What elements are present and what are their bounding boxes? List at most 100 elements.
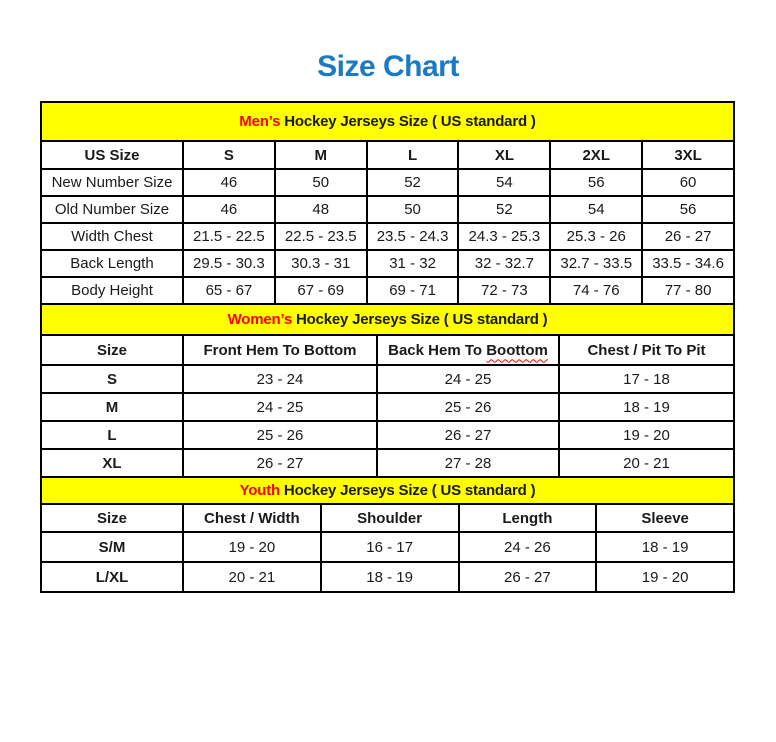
header-row: Size Front Hem To Bottom Back Hem To Boo… <box>40 334 735 366</box>
row-label: XL <box>40 448 184 478</box>
column-header: 3XL <box>641 140 735 170</box>
size-value-cell: 52 <box>457 195 552 224</box>
column-header: Back Hem To Boottom <box>376 334 560 366</box>
column-header: Chest / Width <box>182 503 322 533</box>
size-value-cell: 46 <box>182 195 276 224</box>
row-label: L/XL <box>40 561 184 593</box>
column-header: S <box>182 140 276 170</box>
column-header: XL <box>457 140 552 170</box>
size-value-cell: 69 - 71 <box>365 276 460 305</box>
size-value-cell: 30.3 - 31 <box>273 249 368 278</box>
column-header: Size <box>40 334 184 366</box>
table-row: Back Length 29.5 - 30.3 30.3 - 31 31 - 3… <box>40 249 735 278</box>
column-header: Chest / Pit To Pit <box>558 334 735 366</box>
row-label: Width Chest <box>40 222 184 251</box>
size-value-cell: 16 - 17 <box>319 531 460 563</box>
table-row: Old Number Size 46 48 50 52 54 56 <box>40 195 735 224</box>
column-header: Front Hem To Bottom <box>182 334 378 366</box>
table-row: L 25 - 26 26 - 27 19 - 20 <box>40 420 735 450</box>
womens-size-table: Women’s Hockey Jerseys Size ( US standar… <box>40 303 735 478</box>
section-banner-row: Youth Hockey Jerseys Size ( US standard … <box>40 476 735 505</box>
size-value-cell: 60 <box>641 168 735 197</box>
size-value-cell: 26 - 27 <box>182 448 378 478</box>
size-value-cell: 52 <box>365 168 460 197</box>
size-value-cell: 26 - 27 <box>641 222 735 251</box>
column-header: Sleeve <box>595 503 735 533</box>
size-value-cell: 18 - 19 <box>319 561 460 593</box>
size-value-cell: 32 - 32.7 <box>457 249 552 278</box>
column-header: 2XL <box>549 140 644 170</box>
size-value-cell: 23 - 24 <box>182 364 378 394</box>
size-value-cell: 21.5 - 22.5 <box>182 222 276 251</box>
youth-size-table: Youth Hockey Jerseys Size ( US standard … <box>40 476 735 593</box>
row-label: Back Length <box>40 249 184 278</box>
size-value-cell: 56 <box>641 195 735 224</box>
column-header: L <box>365 140 460 170</box>
table-row: L/XL 20 - 21 18 - 19 26 - 27 19 - 20 <box>40 561 735 593</box>
size-value-cell: 20 - 21 <box>558 448 735 478</box>
row-label: S/M <box>40 531 184 563</box>
size-value-cell: 56 <box>549 168 644 197</box>
section-banner-row: Men’s Hockey Jerseys Size ( US standard … <box>40 101 735 142</box>
banner-rest-text: Hockey Jerseys Size ( US standard ) <box>279 482 536 499</box>
table-row: New Number Size 46 50 52 54 56 60 <box>40 168 735 197</box>
womens-section-banner: Women’s Hockey Jerseys Size ( US standar… <box>40 303 735 336</box>
banner-rest-text: Hockey Jerseys Size ( US standard ) <box>292 311 548 328</box>
mens-section-banner: Men’s Hockey Jerseys Size ( US standard … <box>40 101 735 142</box>
size-value-cell: 19 - 20 <box>558 420 735 450</box>
table-row: S/M 19 - 20 16 - 17 24 - 26 18 - 19 <box>40 531 735 563</box>
row-label: M <box>40 392 184 422</box>
size-value-cell: 22.5 - 23.5 <box>273 222 368 251</box>
column-header: M <box>273 140 368 170</box>
size-value-cell: 23.5 - 24.3 <box>365 222 460 251</box>
row-label: New Number Size <box>40 168 184 197</box>
size-value-cell: 24 - 25 <box>376 364 560 394</box>
table-row: S 23 - 24 24 - 25 17 - 18 <box>40 364 735 394</box>
size-value-cell: 20 - 21 <box>182 561 322 593</box>
section-banner-row: Women’s Hockey Jerseys Size ( US standar… <box>40 303 735 336</box>
size-value-cell: 25 - 26 <box>182 420 378 450</box>
column-header: Shoulder <box>319 503 460 533</box>
size-value-cell: 19 - 20 <box>595 561 735 593</box>
column-header: Size <box>40 503 184 533</box>
row-label: Body Height <box>40 276 184 305</box>
size-value-cell: 24 - 26 <box>457 531 598 563</box>
size-value-cell: 17 - 18 <box>558 364 735 394</box>
size-value-cell: 54 <box>457 168 552 197</box>
size-value-cell: 31 - 32 <box>365 249 460 278</box>
row-label: Old Number Size <box>40 195 184 224</box>
banner-highlight-text: Men’s <box>239 113 281 130</box>
size-value-cell: 72 - 73 <box>457 276 552 305</box>
size-chart: Men’s Hockey Jerseys Size ( US standard … <box>40 101 735 593</box>
table-row: M 24 - 25 25 - 26 18 - 19 <box>40 392 735 422</box>
size-value-cell: 18 - 19 <box>595 531 735 563</box>
size-value-cell: 18 - 19 <box>558 392 735 422</box>
page-title: Size Chart <box>317 50 459 83</box>
size-value-cell: 25 - 26 <box>376 392 560 422</box>
size-value-cell: 48 <box>273 195 368 224</box>
size-value-cell: 50 <box>365 195 460 224</box>
misspelled-word: Boottom <box>486 341 548 359</box>
table-row: Width Chest 21.5 - 22.5 22.5 - 23.5 23.5… <box>40 222 735 251</box>
header-row: US Size S M L XL 2XL 3XL <box>40 140 735 170</box>
size-value-cell: 26 - 27 <box>376 420 560 450</box>
size-value-cell: 74 - 76 <box>549 276 644 305</box>
size-value-cell: 29.5 - 30.3 <box>182 249 276 278</box>
row-label: L <box>40 420 184 450</box>
size-value-cell: 77 - 80 <box>641 276 735 305</box>
size-value-cell: 54 <box>549 195 644 224</box>
banner-highlight-text: Women’s <box>227 311 293 328</box>
column-header: US Size <box>40 140 184 170</box>
table-row: XL 26 - 27 27 - 28 20 - 21 <box>40 448 735 478</box>
size-value-cell: 65 - 67 <box>182 276 276 305</box>
mens-size-table: Men’s Hockey Jerseys Size ( US standard … <box>40 101 735 305</box>
row-label: S <box>40 364 184 394</box>
column-header-text: Back Hem To <box>388 341 487 359</box>
size-value-cell: 26 - 27 <box>457 561 598 593</box>
size-value-cell: 24.3 - 25.3 <box>457 222 552 251</box>
column-header: Length <box>457 503 598 533</box>
banner-rest-text: Hockey Jerseys Size ( US standard ) <box>280 113 536 130</box>
size-value-cell: 24 - 25 <box>182 392 378 422</box>
size-value-cell: 27 - 28 <box>376 448 560 478</box>
size-value-cell: 33.5 - 34.6 <box>641 249 735 278</box>
